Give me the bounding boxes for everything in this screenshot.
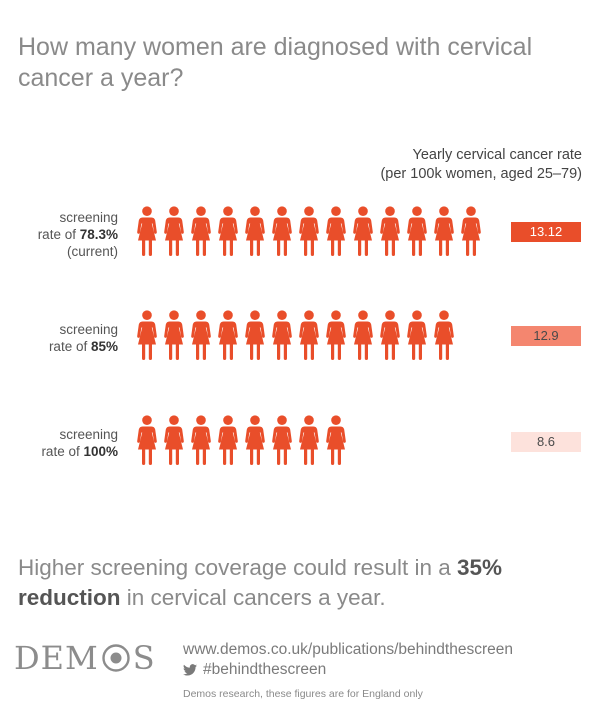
twitter-icon [183, 664, 197, 676]
footer-hashtag-row: #behindthescreen [183, 660, 588, 680]
summary-text: Higher screening coverage could result i… [18, 555, 503, 610]
row-label-1-line1: screening [59, 210, 118, 225]
woman-icon [164, 206, 184, 256]
rate-box-100: 8.6 [511, 432, 581, 452]
woman-icon [461, 206, 481, 256]
chart-title: How many women are diagnosed with cervic… [18, 33, 533, 92]
footer-hashtag[interactable]: #behindthescreen [203, 661, 327, 678]
woman-icon [326, 415, 346, 465]
woman-icon [299, 415, 319, 465]
woman-icon [434, 310, 454, 360]
woman-icon [164, 415, 184, 465]
woman-icon [218, 415, 238, 465]
rate-heading-line2: (per 100k women, aged 25–79) [380, 166, 582, 182]
footer-url[interactable]: www.demos.co.uk/publications/behindthesc… [183, 641, 513, 658]
row-label-2: screening rate of 85% [10, 321, 118, 355]
woman-icon [407, 206, 427, 256]
woman-icon [326, 206, 346, 256]
logo-text-left: DEM [14, 639, 99, 677]
woman-icon [272, 310, 292, 360]
rate-heading-line1: Yearly cervical cancer rate [412, 147, 582, 163]
woman-icon [407, 310, 427, 360]
woman-icon [380, 206, 400, 256]
row-label-2-line2: rate of 85% [48, 339, 118, 354]
footer-note: Demos research, these figures are for En… [183, 688, 423, 700]
woman-icon [353, 206, 373, 256]
footer: www.demos.co.uk/publications/behindthesc… [183, 640, 588, 702]
woman-icon [434, 206, 454, 256]
woman-icon [245, 415, 265, 465]
rate-heading: Yearly cervical cancer rate (per 100k wo… [380, 146, 582, 184]
woman-icon [164, 310, 184, 360]
woman-icon [461, 310, 479, 360]
row-label-3-line2: rate of 100% [41, 444, 118, 459]
woman-icon [326, 310, 346, 360]
woman-icon [299, 310, 319, 360]
row-label-3-line1: screening [59, 427, 118, 442]
woman-icon [488, 206, 491, 256]
woman-icon [137, 310, 157, 360]
woman-icon [272, 206, 292, 256]
woman-icon [137, 206, 157, 256]
woman-icon [380, 310, 400, 360]
row-label-2-line1: screening [59, 322, 118, 337]
row-label-1-line3: (current) [66, 244, 118, 259]
row-label-3: screening rate of 100% [10, 426, 118, 460]
woman-icon [191, 415, 211, 465]
woman-icon [245, 206, 265, 256]
woman-icon [353, 415, 365, 465]
woman-icon [137, 415, 157, 465]
rate-box-current: 13.12 [511, 222, 581, 242]
demos-logo: DEM S [14, 638, 156, 678]
woman-icon [272, 415, 292, 465]
row-label-1-line2: rate of 78.3% [37, 227, 118, 242]
woman-icon [299, 206, 319, 256]
eye-icon [102, 644, 130, 672]
woman-icon [191, 206, 211, 256]
woman-icon [353, 310, 373, 360]
woman-icon [218, 310, 238, 360]
rate-box-85: 12.9 [511, 326, 581, 346]
logo-text-right: S [132, 639, 156, 677]
woman-icon [245, 310, 265, 360]
woman-icon [218, 206, 238, 256]
woman-icon [191, 310, 211, 360]
row-label-1: screening rate of 78.3% (current) [10, 209, 118, 260]
